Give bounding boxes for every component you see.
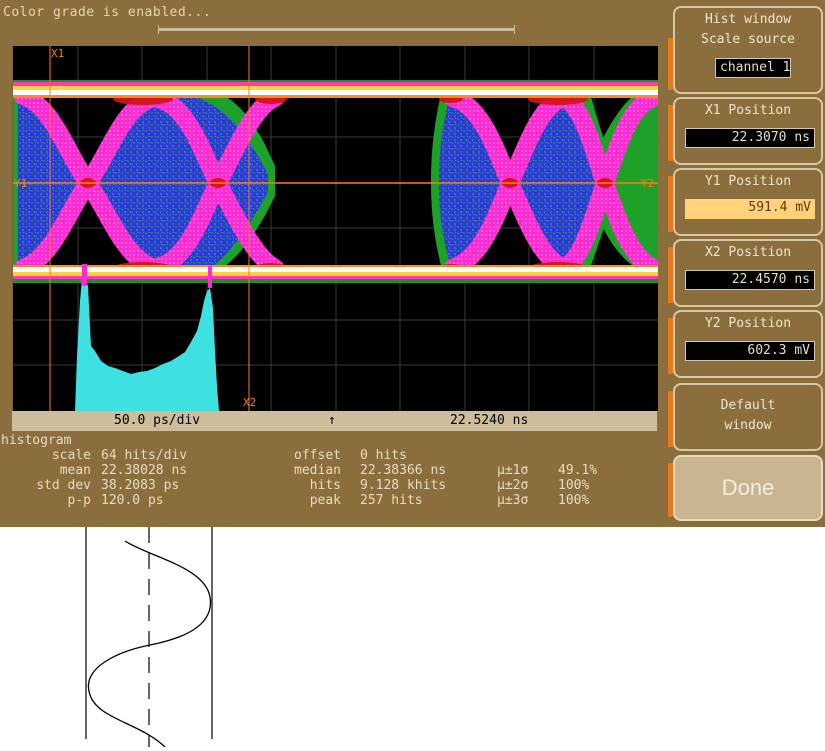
- waveform-display[interactable]: X1 X2 Y1 Y2: [12, 46, 658, 411]
- histogram-stats: histogram scale 64 hits/div offset 0 hit…: [0, 431, 665, 527]
- sigma-label: μ±3σ: [497, 493, 529, 508]
- x1-position-key[interactable]: X1 Position 22.3070 ns: [668, 97, 823, 165]
- default-window-line1: Default: [720, 398, 776, 413]
- delay-arrow-icon: ↑: [328, 413, 336, 428]
- stat-label: mean: [59, 463, 91, 478]
- eye-diagram: X1 X2 Y1 Y2: [13, 46, 658, 411]
- scale-source-key[interactable]: Hist window Scale source channel 1: [668, 6, 823, 94]
- stat-label: offset: [294, 448, 341, 463]
- timebase-readout: 50.0 ps/div: [114, 413, 201, 428]
- stat-value: 9.128 khits: [360, 478, 447, 493]
- position-readout: 22.5240 ns: [450, 413, 529, 428]
- sine-sketch-area: [0, 527, 825, 748]
- oscilloscope-screen: Color grade is enabled...: [0, 0, 825, 527]
- stats-title: histogram: [1, 433, 72, 448]
- stat-label: hits: [309, 478, 341, 493]
- softkey-panel: Hist window Scale source channel 1 X1 Po…: [665, 0, 825, 527]
- done-label: Done: [721, 475, 775, 500]
- stat-label: median: [294, 463, 341, 478]
- stat-label: peak: [309, 493, 341, 508]
- y1-position-key[interactable]: Y1 Position 591.4 mV: [668, 168, 823, 236]
- x2-position-key[interactable]: X2 Position 22.4570 ns: [668, 239, 823, 307]
- sigma-label: μ±2σ: [497, 478, 529, 493]
- x1-position-value[interactable]: 22.3070 ns: [685, 128, 815, 148]
- x1-marker-label: X1: [51, 47, 64, 60]
- stat-label: p-p: [67, 493, 91, 508]
- x2-position-label: X2 Position: [704, 245, 792, 260]
- eye-rails: [13, 80, 658, 283]
- y2-marker-label: Y2: [641, 177, 654, 190]
- stat-value: 22.38028 ns: [101, 463, 188, 478]
- y1-marker-label: Y1: [14, 177, 27, 190]
- default-window-line2: window: [724, 418, 772, 433]
- sigma-value: 100%: [558, 493, 590, 508]
- stat-value: 64 hits/div: [101, 448, 188, 463]
- sigma-value: 100%: [558, 478, 590, 493]
- default-window-button[interactable]: Default window: [668, 383, 823, 451]
- panel-title: Hist window: [704, 12, 792, 27]
- scale-source-value: channel 1: [715, 58, 791, 78]
- x2-marker-label: X2: [243, 396, 256, 409]
- jitter-histogram: [75, 278, 219, 411]
- y1-position-value[interactable]: 591.4 mV: [685, 199, 815, 219]
- stat-label: std dev: [36, 478, 91, 493]
- stat-value: 120.0 ps: [101, 493, 164, 508]
- sine-sketch: [85, 527, 213, 748]
- x2-position-value[interactable]: 22.4570 ns: [685, 270, 815, 290]
- x1-position-label: X1 Position: [704, 103, 792, 118]
- y2-position-value[interactable]: 602.3 mV: [685, 341, 815, 361]
- stat-value: 0 hits: [360, 448, 407, 463]
- y2-position-label: Y2 Position: [704, 316, 792, 331]
- sigma-label: μ±1σ: [497, 463, 529, 478]
- stat-value: 257 hits: [360, 493, 423, 508]
- scale-source-label: Scale source: [701, 32, 795, 47]
- scale-bar: 50.0 ps/div ↑ 22.5240 ns: [12, 411, 657, 431]
- status-message: Color grade is enabled...: [3, 5, 212, 20]
- hist-window-markers[interactable]: [13, 46, 658, 411]
- stat-value: 22.38366 ns: [360, 463, 447, 478]
- stat-value: 38.2083 ps: [101, 478, 180, 493]
- stat-label: scale: [51, 448, 91, 463]
- status-progress-bar: [158, 25, 515, 34]
- y2-position-key[interactable]: Y2 Position 602.3 mV: [668, 310, 823, 378]
- sigma-value: 49.1%: [558, 463, 598, 478]
- y1-position-label: Y1 Position: [704, 174, 792, 189]
- done-button[interactable]: Done: [668, 455, 823, 521]
